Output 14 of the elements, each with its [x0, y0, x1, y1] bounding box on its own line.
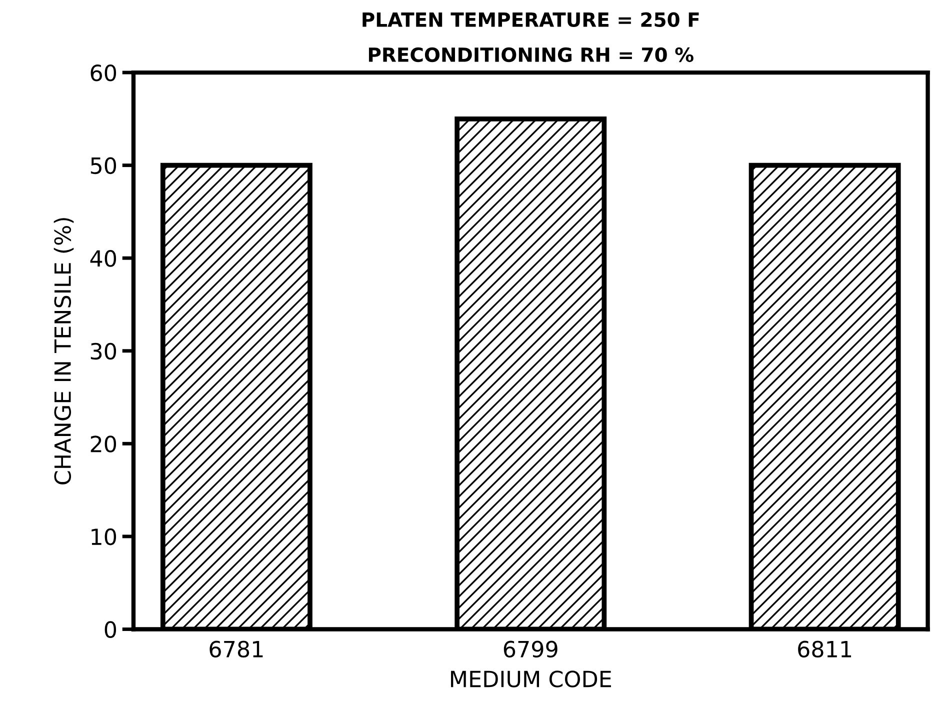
- y-tick-label: 30: [90, 342, 116, 360]
- chart-title: PLATEN TEMPERATURE = 250 F: [362, 12, 699, 27]
- y-tick-label: 50: [90, 157, 116, 174]
- y-tick-label: 10: [92, 528, 116, 546]
- chart-subtitle: PRECONDITIONING RH = 70 %: [368, 47, 694, 62]
- x-tick-label: 6781: [210, 640, 263, 658]
- y-tick-label: 40: [90, 250, 116, 267]
- x-tick-label: 6811: [798, 640, 852, 658]
- y-tick-label: 20: [90, 436, 116, 452]
- y-tick-label: 0: [104, 621, 116, 638]
- y-axis-title: CHANGE IN TENSILE (%): [54, 218, 74, 484]
- x-axis-title: MEDIUM CODE: [451, 670, 611, 688]
- y-tick-label: 60: [90, 64, 116, 82]
- x-tick-label: 6799: [504, 640, 558, 658]
